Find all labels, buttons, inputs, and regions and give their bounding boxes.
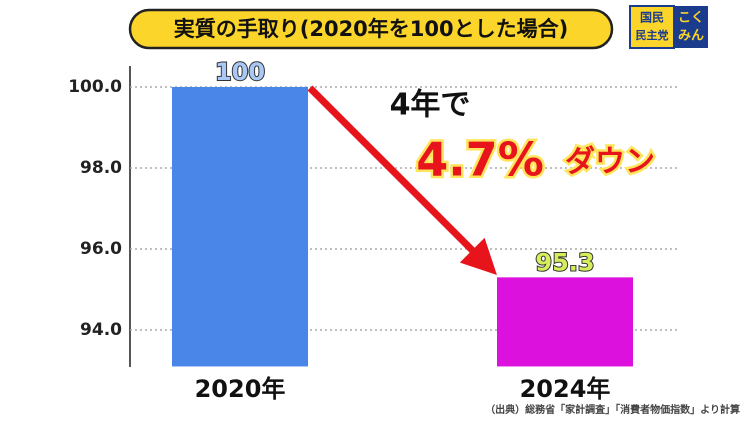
title-box (128, 8, 614, 50)
logo-right (674, 6, 708, 48)
logo: 国民 民主党 こく みん (629, 5, 708, 49)
logo-text: こく (678, 11, 704, 26)
logo-text: みん (678, 29, 704, 44)
value-label: 95.3 (535, 248, 594, 276)
y-tick-label: 98.0 (80, 158, 122, 178)
logo-text: 国民 (640, 11, 664, 25)
annotation: ダウン (565, 145, 655, 180)
y-tick-label: 94.0 (80, 320, 122, 340)
y-tick-label: 100.0 (68, 77, 122, 97)
x-tick-label: 2024年 (520, 375, 611, 403)
annotation: 4年で (390, 88, 471, 123)
value-label: 100 (215, 58, 265, 86)
x-tick-label: 2020年 (195, 375, 286, 403)
chart-title: 実質の手取り(2020年を100とした場合) (174, 17, 568, 41)
source-note: （出典）総務省「家計調査」「消費者物価指数」より計算 (485, 403, 740, 416)
bar (497, 277, 633, 367)
logo-text: 民主党 (636, 28, 669, 42)
y-tick-label: 96.0 (80, 239, 122, 259)
arrow (307, 85, 497, 275)
logo-left (629, 5, 675, 49)
annotation: 4.7% (416, 133, 544, 187)
bar (172, 87, 308, 367)
